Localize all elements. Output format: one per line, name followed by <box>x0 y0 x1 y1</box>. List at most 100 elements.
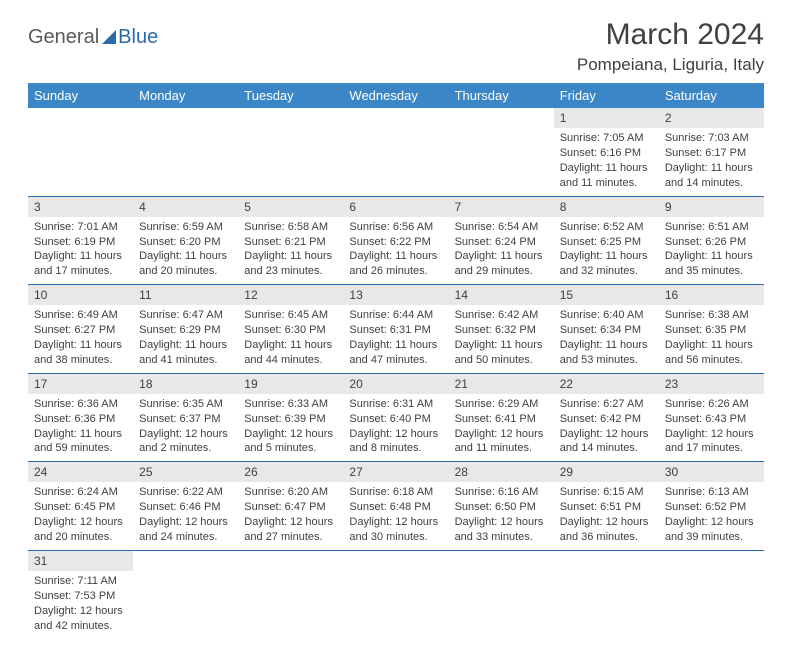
daylight-label: Daylight: <box>665 339 708 351</box>
calendar-cell: 30Sunrise: 6:13 AMSunset: 6:52 PMDayligh… <box>659 462 764 551</box>
daylight-label: Daylight: <box>139 339 182 351</box>
sunset-line: Sunset: 6:36 PM <box>34 412 127 427</box>
day-number: 8 <box>554 197 659 217</box>
sunrise-label: Sunrise: <box>560 309 600 321</box>
sunrise-value: 6:29 AM <box>498 398 538 410</box>
sunrise-line: Sunrise: 6:15 AM <box>560 485 653 500</box>
sunrise-line: Sunrise: 6:26 AM <box>665 397 758 412</box>
sunset-label: Sunset: <box>455 324 492 336</box>
day-number: 21 <box>449 374 554 394</box>
sunset-label: Sunset: <box>560 413 597 425</box>
calendar-cell-empty <box>133 550 238 638</box>
sunset-label: Sunset: <box>244 324 281 336</box>
day-info: Sunrise: 6:26 AMSunset: 6:43 PMDaylight:… <box>659 394 764 461</box>
sunset-label: Sunset: <box>244 501 281 513</box>
sunrise-value: 6:49 AM <box>77 309 117 321</box>
sunset-value: 6:32 PM <box>495 324 536 336</box>
day-number: 30 <box>659 462 764 482</box>
calendar-table: SundayMondayTuesdayWednesdayThursdayFrid… <box>28 83 764 638</box>
sunset-value: 6:34 PM <box>600 324 641 336</box>
sunrise-value: 6:42 AM <box>498 309 538 321</box>
daylight-label: Daylight: <box>665 162 708 174</box>
calendar-cell-empty <box>659 550 764 638</box>
sunrise-value: 6:22 AM <box>183 486 223 498</box>
daylight-label: Daylight: <box>34 605 77 617</box>
day-number: 2 <box>659 108 764 128</box>
sunset-label: Sunset: <box>455 501 492 513</box>
daylight-label: Daylight: <box>560 162 603 174</box>
sunset-line: Sunset: 6:19 PM <box>34 235 127 250</box>
sunset-label: Sunset: <box>139 236 176 248</box>
sunset-line: Sunset: 6:48 PM <box>349 500 442 515</box>
sunset-value: 6:19 PM <box>74 236 115 248</box>
daylight-label: Daylight: <box>139 516 182 528</box>
sunset-value: 6:21 PM <box>285 236 326 248</box>
sunrise-line: Sunrise: 7:11 AM <box>34 574 127 589</box>
sunrise-label: Sunrise: <box>139 309 179 321</box>
day-info: Sunrise: 6:36 AMSunset: 6:36 PMDaylight:… <box>28 394 133 461</box>
sunset-line: Sunset: 6:47 PM <box>244 500 337 515</box>
day-info: Sunrise: 7:05 AMSunset: 6:16 PMDaylight:… <box>554 128 659 195</box>
daylight-label: Daylight: <box>665 516 708 528</box>
sunrise-value: 6:15 AM <box>603 486 643 498</box>
daylight-line: Daylight: 11 hours and 26 minutes. <box>349 249 442 279</box>
calendar-cell-empty <box>449 550 554 638</box>
sunset-label: Sunset: <box>665 147 702 159</box>
daylight-line: Daylight: 11 hours and 17 minutes. <box>34 249 127 279</box>
sunset-line: Sunset: 6:29 PM <box>139 323 232 338</box>
sunset-value: 6:22 PM <box>390 236 431 248</box>
calendar-row: 1Sunrise: 7:05 AMSunset: 6:16 PMDaylight… <box>28 108 764 196</box>
logo-text-1: General <box>28 26 99 49</box>
day-number: 28 <box>449 462 554 482</box>
sunset-line: Sunset: 6:20 PM <box>139 235 232 250</box>
day-info: Sunrise: 7:03 AMSunset: 6:17 PMDaylight:… <box>659 128 764 195</box>
sunset-value: 6:43 PM <box>705 413 746 425</box>
day-info: Sunrise: 6:47 AMSunset: 6:29 PMDaylight:… <box>133 305 238 372</box>
sunrise-value: 6:35 AM <box>183 398 223 410</box>
calendar-cell: 26Sunrise: 6:20 AMSunset: 6:47 PMDayligh… <box>238 462 343 551</box>
sunrise-value: 7:03 AM <box>708 132 748 144</box>
daylight-line: Daylight: 11 hours and 29 minutes. <box>455 249 548 279</box>
sunrise-value: 6:31 AM <box>393 398 433 410</box>
calendar-cell: 15Sunrise: 6:40 AMSunset: 6:34 PMDayligh… <box>554 285 659 374</box>
sunset-line: Sunset: 6:40 PM <box>349 412 442 427</box>
calendar-row: 31Sunrise: 7:11 AMSunset: 7:53 PMDayligh… <box>28 550 764 638</box>
sunset-value: 6:35 PM <box>705 324 746 336</box>
sunrise-line: Sunrise: 6:38 AM <box>665 308 758 323</box>
calendar-cell-empty <box>28 108 133 196</box>
calendar-cell-empty <box>554 550 659 638</box>
daylight-line: Daylight: 12 hours and 5 minutes. <box>244 427 337 457</box>
calendar-cell: 8Sunrise: 6:52 AMSunset: 6:25 PMDaylight… <box>554 196 659 285</box>
day-number: 16 <box>659 285 764 305</box>
sunset-line: Sunset: 6:22 PM <box>349 235 442 250</box>
daylight-line: Daylight: 12 hours and 11 minutes. <box>455 427 548 457</box>
calendar-cell: 1Sunrise: 7:05 AMSunset: 6:16 PMDaylight… <box>554 108 659 196</box>
sunset-line: Sunset: 6:31 PM <box>349 323 442 338</box>
daylight-label: Daylight: <box>455 428 498 440</box>
sunrise-value: 6:24 AM <box>77 486 117 498</box>
sunset-value: 7:53 PM <box>74 590 115 602</box>
sunrise-line: Sunrise: 6:47 AM <box>139 308 232 323</box>
sunset-label: Sunset: <box>455 236 492 248</box>
day-info: Sunrise: 6:20 AMSunset: 6:47 PMDaylight:… <box>238 482 343 549</box>
sunset-value: 6:30 PM <box>285 324 326 336</box>
daylight-label: Daylight: <box>455 516 498 528</box>
calendar-cell: 12Sunrise: 6:45 AMSunset: 6:30 PMDayligh… <box>238 285 343 374</box>
sunrise-label: Sunrise: <box>560 132 600 144</box>
day-info: Sunrise: 6:27 AMSunset: 6:42 PMDaylight:… <box>554 394 659 461</box>
day-number: 1 <box>554 108 659 128</box>
daylight-line: Daylight: 11 hours and 11 minutes. <box>560 161 653 191</box>
sunrise-label: Sunrise: <box>560 398 600 410</box>
day-number: 17 <box>28 374 133 394</box>
day-number: 14 <box>449 285 554 305</box>
calendar-cell: 21Sunrise: 6:29 AMSunset: 6:41 PMDayligh… <box>449 373 554 462</box>
calendar-cell-empty <box>133 108 238 196</box>
sunset-value: 6:41 PM <box>495 413 536 425</box>
calendar-cell-empty <box>449 108 554 196</box>
sunset-value: 6:20 PM <box>180 236 221 248</box>
sunrise-label: Sunrise: <box>349 398 389 410</box>
daylight-label: Daylight: <box>665 428 708 440</box>
sunset-value: 6:39 PM <box>285 413 326 425</box>
sunset-value: 6:50 PM <box>495 501 536 513</box>
sunset-label: Sunset: <box>34 324 71 336</box>
